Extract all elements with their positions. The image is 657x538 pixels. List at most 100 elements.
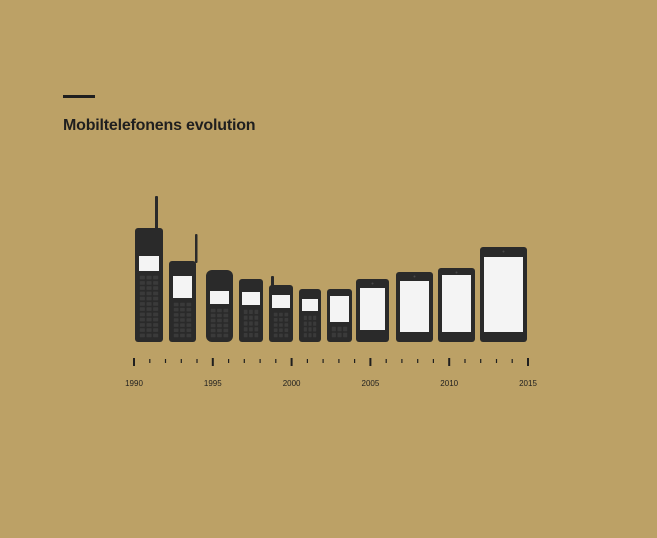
- phone-key: [273, 318, 278, 322]
- phone-key: [313, 333, 317, 338]
- minor-tick: [511, 359, 513, 363]
- phone-key: [153, 286, 159, 290]
- minor-tick: [480, 359, 482, 363]
- phone-key: [153, 323, 159, 327]
- phone-screen: [442, 275, 471, 332]
- page-title: Mobiltelefonens evolution: [63, 117, 256, 134]
- phone-key: [153, 296, 159, 301]
- phone-key: [180, 302, 185, 307]
- phone-key: [139, 323, 145, 327]
- phone-key: [284, 328, 289, 332]
- year-label-1995: 1995: [204, 379, 222, 388]
- phone-6-candybar: [299, 289, 321, 342]
- phone-key: [153, 275, 159, 280]
- minor-tick: [228, 359, 230, 363]
- phone-key: [210, 333, 216, 338]
- minor-tick: [495, 359, 498, 363]
- phone-key: [186, 307, 192, 312]
- phone-key: [180, 318, 185, 322]
- major-tick: [211, 358, 214, 366]
- minor-tick: [164, 359, 167, 363]
- phone-key: [331, 332, 336, 338]
- antenna: [195, 234, 198, 263]
- phone-key: [243, 309, 248, 314]
- phone-key: [186, 318, 192, 322]
- minor-tick: [464, 359, 466, 363]
- phone-key: [243, 327, 248, 332]
- minor-tick: [338, 359, 340, 363]
- phone-speaker: [455, 271, 458, 274]
- phone-key: [139, 333, 145, 338]
- phone-row: [135, 196, 527, 342]
- phone-key: [217, 318, 222, 323]
- phone-key: [210, 308, 216, 313]
- phone-key: [139, 302, 145, 306]
- phone-key: [146, 333, 152, 338]
- phone-key: [243, 315, 248, 320]
- phone-key: [313, 315, 317, 320]
- phone-screen: [302, 299, 318, 311]
- phone-key: [343, 332, 348, 338]
- minor-tick: [432, 359, 434, 363]
- year-label-1990: 1990: [125, 379, 143, 388]
- phone-key: [243, 321, 248, 326]
- phone-key: [254, 321, 259, 326]
- phone-key: [284, 333, 289, 338]
- phone-key: [223, 318, 229, 323]
- phone-key: [146, 281, 152, 285]
- phone-key: [210, 328, 216, 333]
- phone-key: [284, 318, 289, 322]
- minor-tick: [196, 359, 198, 363]
- phone-key: [139, 291, 145, 296]
- phone-key: [217, 323, 222, 328]
- phone-key: [249, 327, 253, 332]
- phone-key: [273, 333, 278, 338]
- year-label-2010: 2010: [440, 379, 458, 388]
- phone-key: [173, 313, 179, 317]
- phone-key: [337, 326, 342, 332]
- phone-key: [173, 318, 179, 322]
- phone-key: [139, 286, 145, 290]
- phone-key: [153, 281, 159, 285]
- minor-tick: [306, 359, 308, 363]
- phone-speaker: [413, 275, 416, 278]
- phone-speaker: [371, 282, 374, 285]
- phone-key: [343, 326, 348, 332]
- phone-key: [223, 333, 229, 338]
- phone-screen: [139, 256, 159, 271]
- minor-tick: [354, 359, 356, 363]
- phone-7-candybar: [327, 289, 352, 342]
- phone-key: [337, 332, 342, 338]
- phone-key: [173, 333, 179, 338]
- phone-key: [210, 313, 216, 318]
- phone-key: [139, 307, 145, 311]
- phone-key: [223, 308, 229, 313]
- minor-tick: [149, 359, 151, 363]
- year-label-2000: 2000: [283, 379, 301, 388]
- major-tick: [369, 358, 372, 366]
- phone-11-smartphone: [480, 247, 527, 342]
- phone-4-candybar: [239, 279, 263, 342]
- phone-key: [303, 315, 307, 320]
- phone-key: [308, 315, 312, 320]
- phone-key: [146, 291, 152, 296]
- phone-key: [180, 323, 185, 327]
- phone-key: [153, 317, 159, 322]
- timeline-axis: 1990 1995 2000 2005 2010 2015: [125, 358, 537, 388]
- phone-key: [223, 323, 229, 328]
- phone-key: [186, 328, 192, 332]
- phone-key: [308, 333, 312, 338]
- phone-key: [284, 323, 289, 327]
- phone-screen: [484, 257, 523, 332]
- major-tick: [290, 358, 293, 366]
- phone-3-candybar: [206, 270, 233, 342]
- phone-screen: [360, 288, 385, 330]
- phone-key: [254, 327, 259, 332]
- phone-key: [308, 327, 312, 332]
- phone-9-smartphone: [396, 272, 433, 342]
- phone-key: [223, 328, 229, 333]
- phone-key: [303, 333, 307, 338]
- phone-key: [273, 323, 278, 327]
- phone-screen: [330, 296, 349, 322]
- phone-speaker: [502, 250, 505, 253]
